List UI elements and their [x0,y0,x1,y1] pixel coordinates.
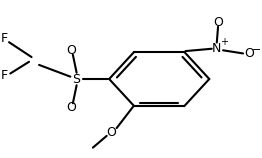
Text: S: S [73,73,81,85]
Text: N: N [212,42,221,55]
Text: F: F [1,69,8,82]
Text: −: − [252,45,261,55]
Text: O: O [244,47,254,60]
Text: O: O [67,101,77,114]
Text: O: O [67,44,77,57]
Text: +: + [220,37,228,47]
Text: O: O [107,126,117,139]
Text: O: O [213,16,223,29]
Text: F: F [1,32,8,45]
